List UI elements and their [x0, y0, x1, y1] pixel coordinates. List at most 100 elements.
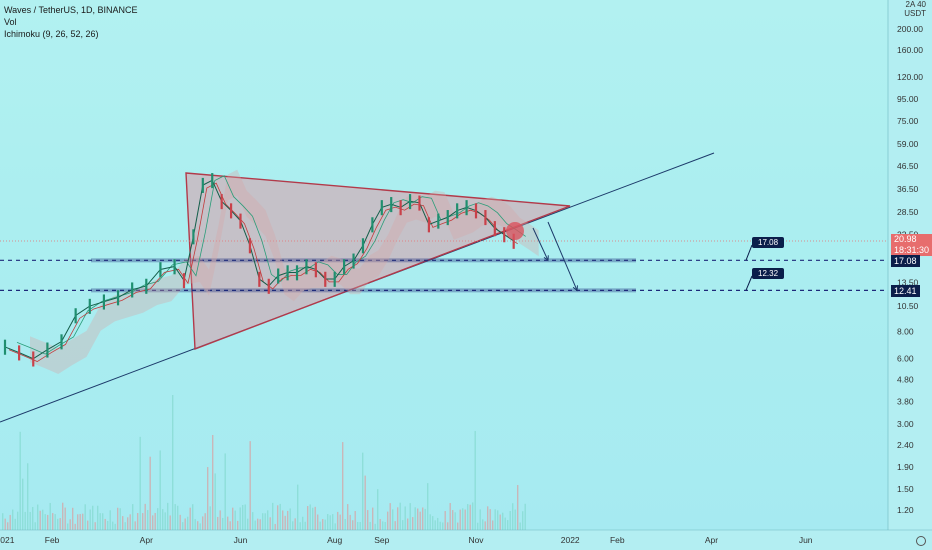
triangle-pattern[interactable] [185, 172, 571, 350]
volume-bar [114, 523, 116, 530]
callout-lower[interactable]: 12.32 [752, 268, 785, 279]
volume-bar [512, 503, 514, 530]
time-axis-bg [0, 530, 932, 550]
volume-bar [62, 502, 64, 530]
volume-bar [357, 521, 359, 530]
volume-bar [487, 506, 489, 530]
volume-bar [204, 513, 206, 530]
volume-bar [4, 518, 6, 530]
volume-bar [257, 518, 259, 530]
volume-bar [287, 510, 289, 530]
volume-bar [209, 506, 211, 530]
currency-unit: USDT [904, 9, 926, 18]
volume-bar [139, 436, 141, 530]
price-series [3, 173, 515, 367]
volume-bar [189, 507, 191, 530]
volume-bar [182, 522, 184, 530]
volume-bar [22, 478, 24, 530]
volume-bar [359, 522, 361, 530]
volume-bar [474, 430, 476, 530]
level-tag-upper: 17.08 [891, 255, 920, 267]
y-tick-label: 1.90 [897, 462, 914, 472]
volume-bar [217, 516, 219, 530]
volume-bar [134, 521, 136, 530]
volume-bar [462, 508, 464, 530]
volume-bar [469, 504, 471, 530]
y-tick-label: 3.80 [897, 397, 914, 407]
volume-bar [322, 519, 324, 530]
drawing-layer[interactable] [0, 152, 888, 423]
volume-label[interactable]: Vol [4, 17, 17, 27]
volume-bar [314, 506, 316, 530]
level-tag-lower: 12.41 [891, 285, 920, 297]
ichimoku-cloud [8, 169, 539, 374]
volume-bar [417, 508, 419, 530]
symbol-title[interactable]: Waves / TetherUS, 1D, BINANCE [4, 5, 138, 15]
price-axis-bg [888, 0, 932, 550]
callout-upper[interactable]: 17.08 [752, 237, 785, 248]
volume-bar [242, 504, 244, 530]
x-tick-label: 2022 [561, 535, 580, 545]
volume-bar [472, 502, 474, 530]
volume-bar [429, 514, 431, 530]
volume-bar [164, 512, 166, 530]
volume-bar [7, 522, 9, 530]
volume-bar [424, 508, 426, 530]
volume-bar [397, 507, 399, 530]
volume-bar [77, 514, 79, 530]
volume-bar [504, 517, 506, 530]
volume-bar [514, 509, 516, 530]
volume-bar [409, 503, 411, 530]
ichimoku-label[interactable]: Ichimoku (9, 26, 52, 26) [4, 29, 99, 39]
volume-bar [497, 510, 499, 530]
breakdown-marker[interactable] [506, 222, 524, 240]
y-tick-label: 10.50 [897, 301, 919, 311]
volume-bar [147, 510, 149, 530]
volume-bar [389, 503, 391, 530]
volume-bar [104, 518, 106, 530]
volume-bar [264, 513, 266, 530]
volume-bar [332, 514, 334, 530]
volume-bar [267, 510, 269, 530]
y-tick-label: 200.00 [897, 24, 923, 34]
volume-bar [479, 509, 481, 530]
volume-bar [419, 511, 421, 530]
volume-bar [102, 513, 104, 530]
volume-bar [184, 518, 186, 530]
volume-bar [262, 513, 264, 530]
projection-arrows[interactable] [532, 221, 753, 292]
volume-bar [347, 504, 349, 530]
volume-bar [329, 515, 331, 530]
volume-bar [207, 467, 209, 530]
volume-bar [334, 523, 336, 530]
volume-bar [174, 504, 176, 530]
volume-bar [142, 513, 144, 530]
volume-bar [219, 510, 221, 530]
volume-bar [412, 517, 414, 530]
volume-bar [84, 504, 86, 530]
volume-bar [302, 516, 304, 530]
y-tick-label: 28.50 [897, 207, 919, 217]
volume-bar [274, 523, 276, 530]
volume-bar [37, 504, 39, 530]
volume-bar [127, 517, 129, 530]
callout-lower-pointer [745, 275, 753, 291]
volume-bar [502, 512, 504, 530]
volume-bar [202, 516, 204, 530]
volume-bar [432, 516, 434, 530]
volume-bar [137, 513, 139, 530]
volume-bar [369, 521, 371, 530]
gear-icon[interactable] [916, 536, 926, 546]
volume-bar [394, 521, 396, 530]
volume-bar [187, 516, 189, 530]
volume-bar [509, 510, 511, 530]
volume-bar [124, 522, 126, 530]
volume-bar [284, 515, 286, 530]
volume-bar [492, 520, 494, 530]
x-tick-label: Aug [327, 535, 342, 545]
volume-bar [67, 523, 69, 530]
volume-bar [289, 508, 291, 530]
y-tick-label: 1.50 [897, 484, 914, 494]
volume-bar [154, 512, 156, 530]
volume-bar [484, 521, 486, 530]
